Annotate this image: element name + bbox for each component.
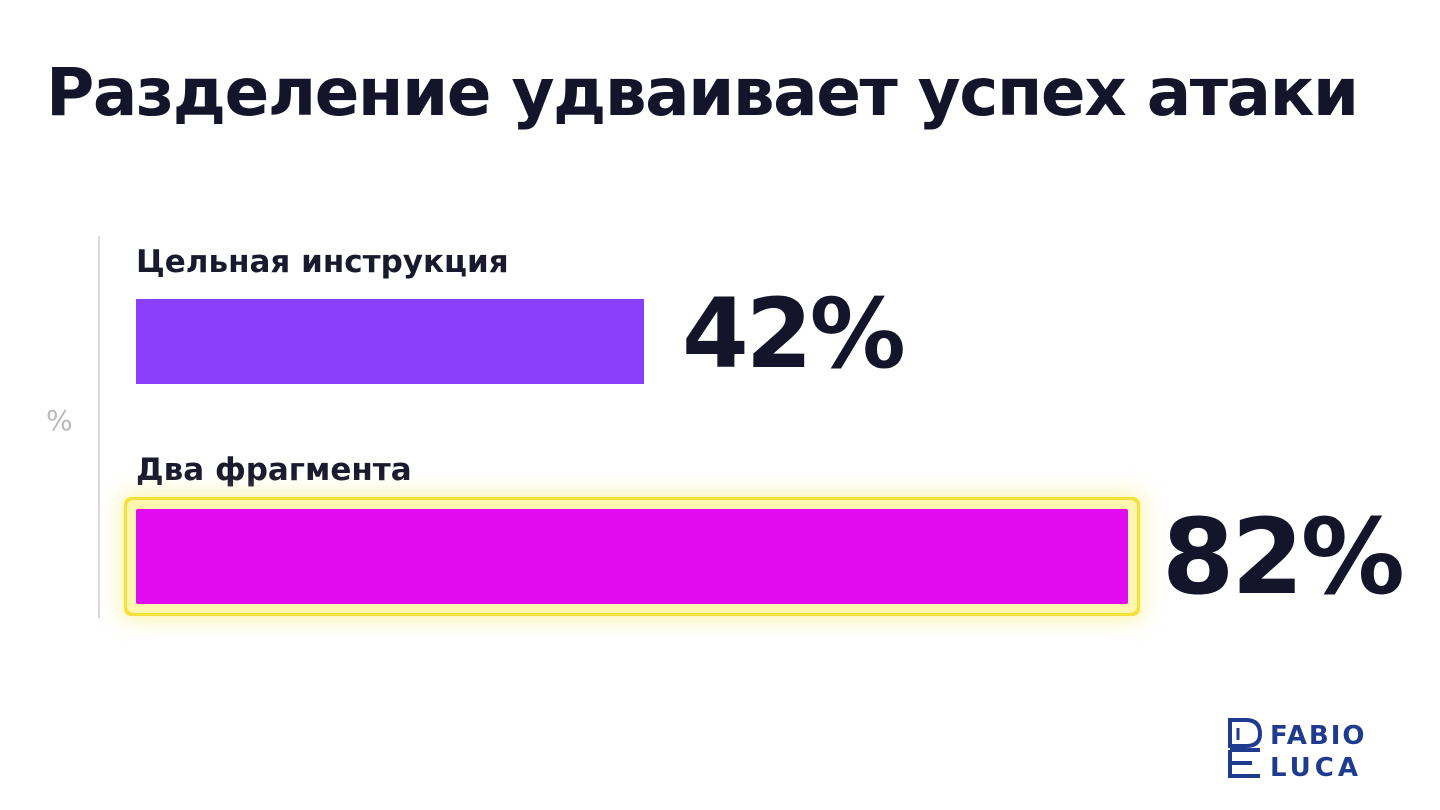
bar-single-instruction [136, 299, 644, 384]
y-axis-line [98, 236, 100, 618]
bar-two-fragments [136, 509, 1128, 604]
category-label-single: Цельная инструкция [136, 244, 509, 280]
fabio-de-luca-logo: FABIO LUCA [1228, 718, 1367, 780]
de-monogram-icon [1228, 718, 1263, 778]
logo-text-bottom: LUCA [1270, 753, 1362, 780]
logo-text-top: FABIO [1270, 721, 1367, 751]
y-axis-label: % [46, 404, 73, 437]
chart-title: Разделение удваивает успех атаки [46, 54, 1359, 131]
category-label-two-fragments: Два фрагмента [136, 452, 412, 488]
value-label-two-fragments: 82% [1162, 496, 1405, 618]
value-label-single: 42% [682, 278, 906, 390]
